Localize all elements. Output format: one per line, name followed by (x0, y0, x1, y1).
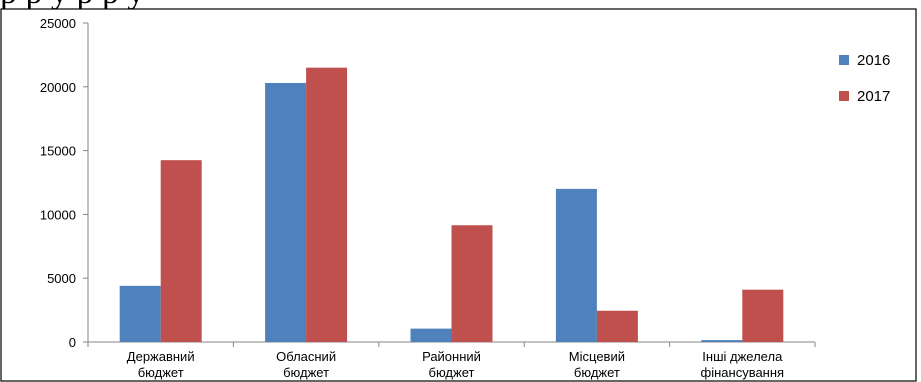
category-label: фінансування (701, 365, 785, 380)
y-tick-label: 10000 (40, 207, 76, 222)
y-tick-label: 20000 (40, 80, 76, 95)
bar-2016-3 (555, 188, 597, 342)
category-label: Обласний (276, 349, 336, 364)
y-tick-label: 5000 (47, 271, 76, 286)
bar-2016-4 (701, 340, 743, 342)
bar-2017-4 (742, 289, 784, 342)
bar-2016-0 (119, 285, 161, 342)
bar-2017-2 (451, 225, 493, 342)
y-tick-label: 15000 (40, 144, 76, 159)
legend-swatch-2017 (839, 91, 849, 101)
category-label: бюджет (283, 365, 329, 380)
legend-label-2017: 2017 (857, 88, 890, 105)
category-label: Районний (422, 349, 481, 364)
category-label: бюджет (574, 365, 620, 380)
bar-2016-2 (410, 328, 452, 342)
bar-2016-1 (265, 82, 307, 343)
bars-group (119, 67, 784, 343)
category-label: Інші джелела (702, 349, 783, 364)
y-tick-label: 0 (69, 335, 76, 350)
y-tick-label: 25000 (40, 16, 76, 31)
category-labels: ДержавнийбюджетОбласнийбюджетРайоннийбюд… (127, 349, 784, 380)
caption-text-cut: р р у р р у (0, 0, 921, 14)
category-label: бюджет (429, 365, 475, 380)
legend-label-2016: 2016 (857, 52, 890, 69)
legend-swatch-2016 (839, 55, 849, 65)
category-label: Місцевий (569, 349, 625, 364)
x-axis-ticks (87, 342, 816, 347)
bar-2017-0 (160, 160, 202, 342)
legend: 2016 2017 (839, 52, 890, 105)
y-axis-ticks: 0 5000 10000 15000 20000 25000 (40, 16, 88, 350)
category-label: Державний (127, 349, 195, 364)
bar-2017-3 (596, 310, 638, 342)
bar-2017-1 (306, 67, 348, 342)
category-label: бюджет (138, 365, 184, 380)
